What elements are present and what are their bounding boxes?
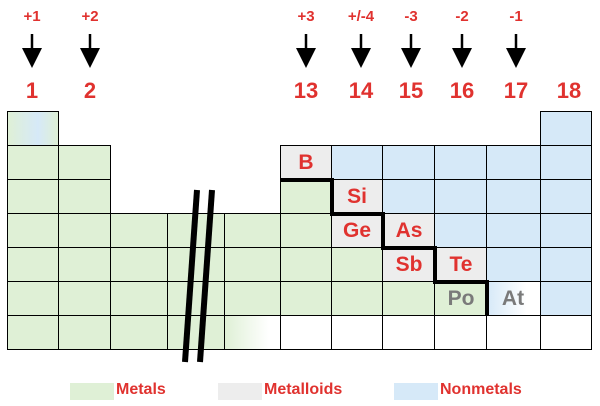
table-cell (486, 315, 541, 350)
table-cell (280, 213, 332, 248)
break-mark-line (197, 189, 215, 363)
element-As: As (395, 219, 423, 242)
charge-group-13: +3 (297, 8, 315, 25)
legend-swatch-metals (70, 383, 114, 400)
table-cell (110, 281, 168, 316)
table-cell (167, 315, 225, 350)
element-Sb: Sb (395, 253, 423, 276)
charge-group-1: +1 (23, 8, 41, 25)
table-cell (540, 111, 592, 146)
group-number-13: 13 (293, 78, 319, 103)
table-cell (382, 315, 435, 350)
table-cell (110, 247, 168, 282)
element-Si: Si (347, 185, 367, 208)
table-cell (7, 281, 59, 316)
arrows (22, 34, 526, 68)
legend-swatch-metalloids (218, 383, 262, 400)
group-number-14: 14 (348, 78, 374, 103)
table-cell (540, 179, 592, 214)
table-cell (58, 315, 111, 350)
table-cell (7, 213, 59, 248)
table-cell (540, 213, 592, 248)
element-B: B (298, 151, 314, 174)
table-cell (486, 145, 541, 180)
table-cell (540, 145, 592, 180)
legend-label-nonmetals: Nonmetals (440, 381, 522, 398)
table-cell (540, 281, 592, 316)
group-number-1: 1 (25, 78, 39, 103)
table-cell (58, 213, 111, 248)
table-cell (280, 315, 332, 350)
charge-group-17: -1 (509, 8, 523, 25)
table-cell (331, 315, 383, 350)
table-cell (486, 247, 541, 282)
break-mark-line (182, 189, 200, 363)
table-cell (167, 247, 225, 282)
table-cell (540, 315, 592, 350)
group-number-2: 2 (83, 78, 97, 103)
group-number-15: 15 (398, 78, 424, 103)
element-Ge: Ge (342, 219, 371, 242)
legend-swatch-nonmetals (394, 383, 438, 400)
legend-label-metalloids: Metalloids (264, 381, 343, 398)
charge-group-14: +/-4 (347, 8, 375, 25)
table-cell (224, 247, 281, 282)
staircase-line (280, 178, 489, 316)
group-number-18: 18 (556, 78, 582, 103)
table-cell (58, 281, 111, 316)
table-cell (434, 315, 487, 350)
element-Te: Te (449, 253, 473, 276)
group-number-16: 16 (449, 78, 475, 103)
table-cell (382, 247, 435, 282)
table-cell (224, 213, 281, 248)
element-Po: Po (447, 287, 475, 310)
table-cell (7, 247, 59, 282)
charge-group-16: -2 (455, 8, 469, 25)
charge-group-2: +2 (81, 8, 99, 25)
group-number-17: 17 (503, 78, 529, 103)
charge-group-15: -3 (404, 8, 418, 25)
table-cell (224, 315, 281, 350)
element-At: At (501, 287, 525, 310)
table-cell (331, 247, 383, 282)
legend-label-metals: Metals (116, 381, 166, 398)
table-cell (434, 213, 487, 248)
